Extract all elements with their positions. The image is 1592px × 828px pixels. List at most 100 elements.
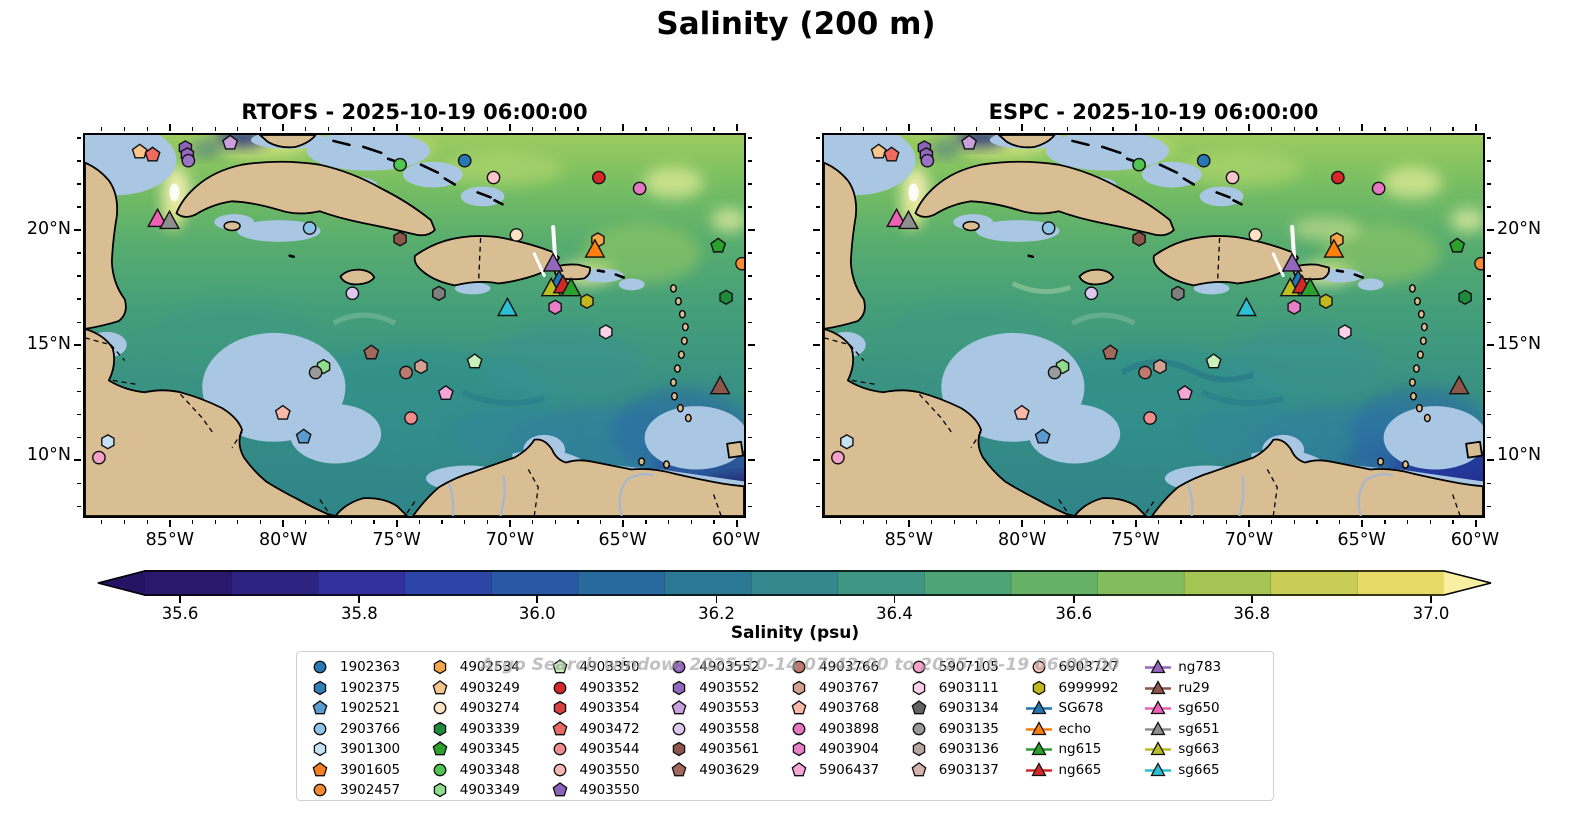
legend-marker-circle — [313, 722, 327, 736]
legend-item-4903561: 4903561 — [666, 739, 786, 760]
legend-marker-pentagon — [911, 700, 927, 715]
axis-tick — [1066, 520, 1069, 524]
axis-tick — [748, 298, 752, 300]
axis-tick — [1384, 520, 1386, 524]
legend-marker-circle — [313, 660, 327, 674]
legend-item-3901300: 3901300 — [307, 739, 427, 760]
legend-item-6903137: 6903137 — [906, 760, 1026, 781]
axis-tick — [350, 127, 352, 131]
axis-tick — [214, 127, 216, 131]
axis-tick — [1044, 520, 1046, 524]
axis-tick — [1247, 124, 1250, 131]
legend-label: 4903768 — [819, 700, 880, 717]
legend-item-1902375: 1902375 — [307, 678, 427, 699]
legend-label: 4903349 — [459, 782, 520, 799]
legend-marker-glider — [1025, 700, 1052, 715]
lon-tick-label: 65°W — [598, 530, 647, 550]
axis-tick — [645, 127, 647, 131]
axis-tick — [816, 413, 820, 415]
panel-title-espc: ESPC - 2025-10-19 06:00:00 — [988, 100, 1319, 124]
map-espc — [822, 133, 1485, 518]
axis-tick — [554, 520, 556, 524]
legend-marker-circle — [672, 722, 686, 736]
axis-tick — [816, 321, 820, 323]
legend-marker-pentagon — [432, 741, 448, 756]
axis-tick — [1134, 520, 1137, 527]
axis-tick — [532, 127, 534, 131]
axis-tick — [1487, 137, 1491, 139]
axis-tick — [418, 520, 420, 524]
axis-tick — [1429, 127, 1431, 131]
axis-tick — [1487, 505, 1491, 507]
axis-tick — [1452, 520, 1454, 524]
axis-tick — [748, 229, 755, 232]
axis-tick — [1339, 127, 1341, 131]
axis-tick — [1407, 520, 1409, 524]
legend-item-ng783: ng783 — [1145, 657, 1265, 678]
legend-item-echo: echo — [1025, 719, 1146, 740]
axis-tick — [748, 367, 752, 369]
colorbar-tick-label: 36.6 — [1055, 604, 1093, 623]
colorbar-tick-label: 35.8 — [340, 604, 378, 623]
panel-title-rtofs: RTOFS - 2025-10-19 06:00:00 — [241, 100, 588, 124]
legend-column: ng783 ru29 sg650 sg651 sg663 sg665 — [1145, 657, 1265, 780]
axis-tick — [816, 183, 820, 185]
axis-tick — [1203, 520, 1205, 524]
legend-label: sg665 — [1178, 761, 1220, 778]
legend-label: 4903558 — [699, 720, 760, 737]
lon-tick-label: 60°W — [1450, 530, 1500, 550]
legend-item-4903339: 4903339 — [427, 719, 547, 740]
legend-item-6903135: 6903135 — [906, 719, 1026, 740]
axis-tick — [1180, 520, 1182, 524]
axis-tick — [953, 127, 955, 131]
axis-tick — [668, 520, 670, 524]
axis-tick — [1247, 520, 1250, 527]
axis-tick — [998, 520, 1001, 524]
lon-tick-label: 70°W — [485, 530, 535, 550]
axis-tick — [214, 520, 216, 524]
legend-label: 4903274 — [459, 700, 520, 717]
axis-tick — [1316, 127, 1318, 131]
legend-marker-glider — [1145, 761, 1172, 776]
axis-tick — [816, 298, 820, 300]
axis-tick — [1134, 124, 1137, 131]
legend-item-4902534: 4902534 — [427, 657, 547, 678]
axis-tick — [259, 520, 262, 524]
legend-item-4903550: 4903550 — [547, 780, 667, 801]
legend-marker-circle — [912, 660, 926, 674]
legend-label: 1902521 — [340, 700, 401, 717]
legend-marker-circle — [792, 660, 806, 674]
lat-tick-label: 20°N — [1497, 219, 1542, 240]
legend-marker-pentagon — [312, 761, 328, 777]
axis-tick — [146, 127, 148, 131]
legend-label: 5907105 — [938, 659, 999, 676]
legend-marker-hexagon — [912, 680, 926, 695]
axis-tick — [1487, 367, 1491, 369]
legend-marker-circle — [553, 763, 566, 777]
axis-tick — [77, 206, 81, 208]
map-art-rtofs — [85, 135, 744, 516]
legend-marker-hexagon — [792, 742, 806, 757]
legend-label: 5906437 — [819, 761, 880, 778]
legend-marker-hexagon — [672, 742, 686, 757]
legend-label: 4903350 — [579, 659, 640, 676]
legend-item-4903349: 4903349 — [427, 780, 547, 801]
axis-tick — [464, 520, 466, 524]
axis-tick — [74, 459, 81, 462]
axis-tick — [577, 127, 579, 131]
lat-tick-label: 15°N — [1497, 334, 1542, 355]
axis-tick — [645, 520, 647, 524]
axis-tick — [350, 520, 352, 524]
float-markers — [831, 135, 1483, 465]
axis-tick — [74, 229, 81, 232]
axis-tick — [395, 520, 398, 527]
axis-tick — [554, 127, 556, 131]
axis-tick — [816, 252, 820, 254]
legend-item-ng665: ng665 — [1025, 760, 1146, 781]
colorbar-bar — [97, 570, 1492, 596]
legend-item-4903544: 4903544 — [547, 739, 667, 760]
lon-tick-label: 75°W — [1111, 530, 1160, 550]
axis-tick — [748, 206, 752, 208]
axis-tick — [1021, 124, 1024, 131]
axis-tick — [885, 520, 887, 524]
